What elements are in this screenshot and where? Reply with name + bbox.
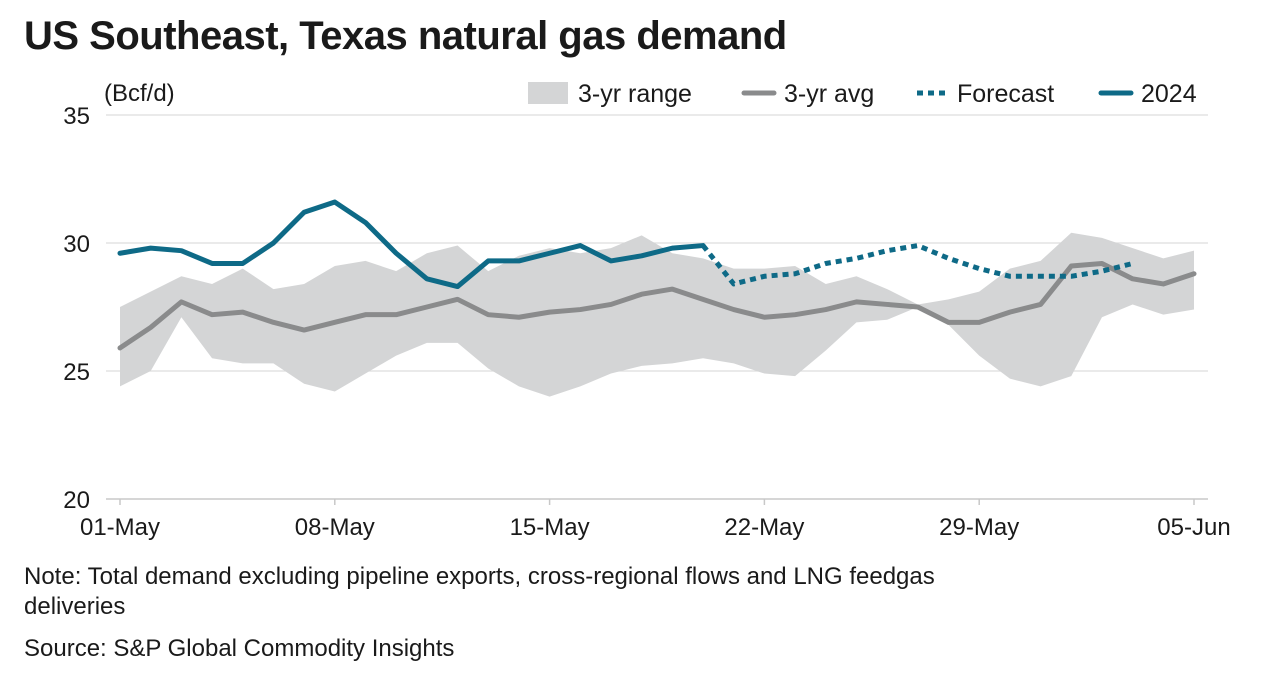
- y-axis-label: (Bcf/d): [104, 80, 175, 107]
- x-tick-label: 22-May: [724, 514, 804, 541]
- x-tick-label: 05-Jun: [1157, 514, 1230, 541]
- chart-title: US Southeast, Texas natural gas demand: [24, 14, 787, 58]
- y-tick-label: 20: [63, 487, 90, 514]
- x-tick-label: 01-May: [80, 514, 160, 541]
- y-tick-label: 35: [63, 103, 90, 130]
- legend-forecast-label: Forecast: [957, 80, 1054, 108]
- series-2024-line: [117, 199, 706, 290]
- range-band-layer: [120, 232, 1194, 397]
- legend-3yr-range: 3-yr range: [528, 80, 692, 108]
- y-tick-label: 25: [63, 359, 90, 386]
- lines-layer: [117, 199, 1197, 351]
- axes: 20 25 30 35 01-May 08-May 15-May 22-May 29-May 05…: [63, 103, 1230, 541]
- legend-3yr-range-label: 3-yr range: [578, 80, 692, 108]
- chart-note: Note: Total demand excluding pipeline ex…: [24, 563, 935, 620]
- legend-3yr-avg-label: 3-yr avg: [784, 80, 874, 108]
- series-3yr-range-band: [120, 232, 1194, 397]
- legend-3yr-range-swatch: [528, 82, 568, 104]
- legend-forecast: Forecast: [917, 80, 1054, 108]
- x-tick-label: 29-May: [939, 514, 1019, 541]
- legend-2024-label: 2024: [1141, 80, 1197, 108]
- chart-source: Source: S&P Global Commodity Insights: [24, 635, 455, 662]
- x-tick-label: 15-May: [510, 514, 590, 541]
- x-tick-label: 08-May: [295, 514, 375, 541]
- legend: 3-yr range 3-yr avg Forecast 2024: [528, 80, 1197, 108]
- legend-3yr-avg: 3-yr avg: [741, 80, 874, 108]
- series-3yr-avg-line: [117, 260, 1197, 351]
- legend-2024: 2024: [1098, 80, 1197, 108]
- chart: 20 25 30 35 01-May 08-May 15-May 22-May 29-May 05…: [63, 80, 1230, 541]
- y-tick-label: 30: [63, 231, 90, 258]
- series-forecast-line: [701, 243, 1134, 287]
